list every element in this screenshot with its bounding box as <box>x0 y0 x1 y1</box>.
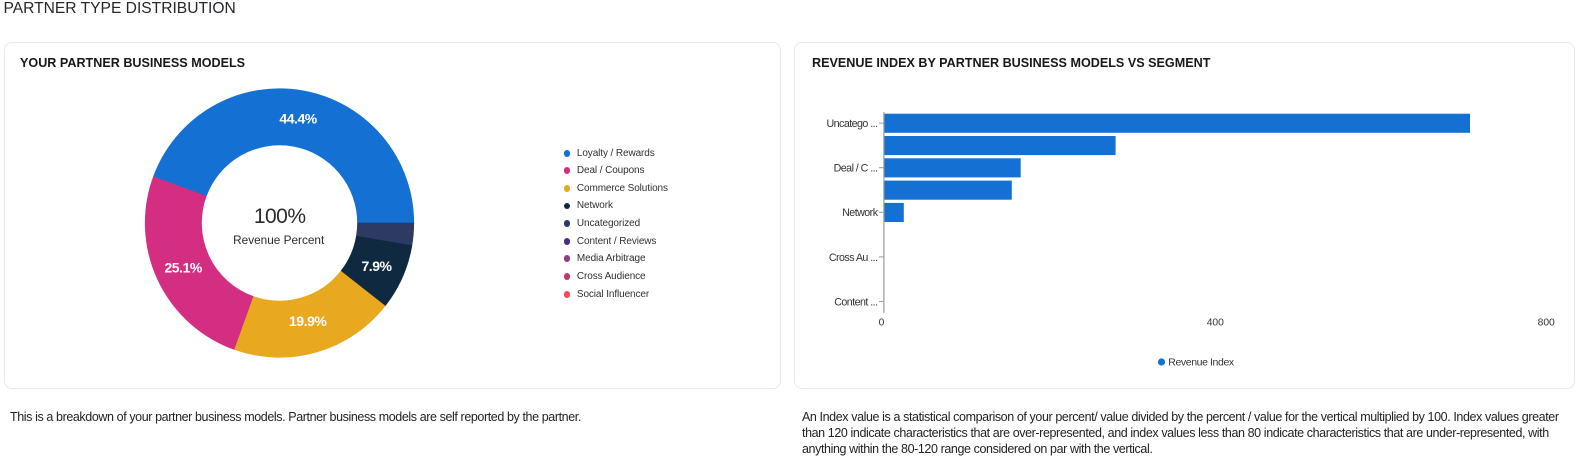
svg-text:800: 800 <box>1538 318 1555 329</box>
svg-text:25.1%: 25.1% <box>164 260 202 276</box>
svg-text:Deal / C ...: Deal / C ... <box>834 163 878 175</box>
svg-text:400: 400 <box>1207 318 1224 329</box>
svg-text:100%: 100% <box>254 205 306 228</box>
svg-text:Cross Au ...: Cross Au ... <box>829 252 878 264</box>
svg-text:19.9%: 19.9% <box>289 313 327 329</box>
svg-text:Network: Network <box>842 207 879 219</box>
svg-text:0: 0 <box>879 318 885 329</box>
svg-text:Content ...: Content ... <box>834 296 877 308</box>
svg-text:Revenue Index: Revenue Index <box>1168 357 1235 369</box>
svg-text:44.4%: 44.4% <box>279 111 317 127</box>
svg-text:Revenue Percent: Revenue Percent <box>233 233 325 247</box>
svg-text:7.9%: 7.9% <box>361 258 392 274</box>
svg-text:Uncatego ...: Uncatego ... <box>826 118 877 130</box>
